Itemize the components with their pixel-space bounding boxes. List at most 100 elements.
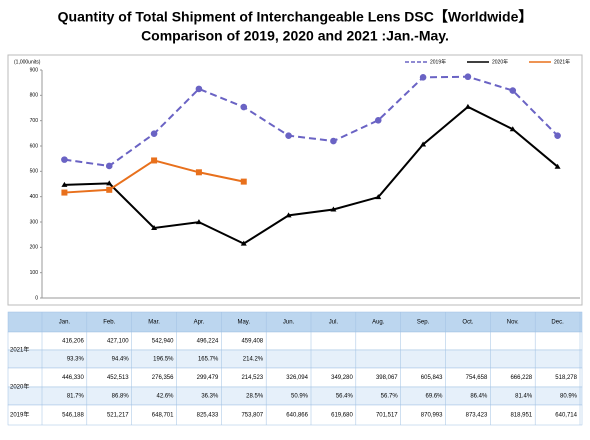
point — [61, 156, 68, 163]
table-value: 640,866 — [286, 413, 308, 419]
y-tick-label: 500 — [30, 169, 39, 175]
point — [61, 189, 68, 196]
point — [285, 212, 292, 218]
table-header: Sep. — [417, 320, 430, 326]
table-value: 870,993 — [421, 413, 443, 419]
table-value: 619,680 — [331, 413, 353, 419]
y-tick-label: 900 — [30, 67, 39, 73]
table-header: Mar. — [148, 320, 160, 326]
y-tick-label: 700 — [30, 118, 39, 124]
table-row — [7, 311, 583, 333]
point — [419, 74, 427, 81]
legend-label: 2020年 — [492, 58, 508, 65]
point — [509, 87, 517, 94]
table-value: 349,280 — [331, 375, 353, 381]
y-tick-label: 400 — [30, 194, 39, 200]
point — [195, 85, 203, 93]
table-value: 873,423 — [466, 413, 488, 419]
table-header: May. — [237, 320, 250, 326]
y-tick-label: 0 — [35, 295, 38, 301]
table-ratio: 86.4% — [470, 394, 488, 400]
point — [61, 181, 68, 187]
point — [464, 73, 472, 81]
table-ratio: 86.8% — [112, 394, 130, 400]
table-ratio: 80.9% — [560, 394, 578, 400]
table-ratio: 56.4% — [336, 394, 354, 400]
point — [330, 137, 337, 145]
table-header: Feb. — [103, 320, 115, 326]
table-value: 546,188 — [62, 413, 84, 419]
table-value: 825,433 — [197, 413, 219, 419]
table-header: Aug. — [372, 320, 385, 326]
table-ratio: 81.7% — [67, 394, 85, 400]
table-value: 214,523 — [241, 375, 263, 381]
point — [554, 132, 561, 139]
table-ratio: 81.4% — [515, 394, 533, 400]
table-ratio: 93.3% — [67, 357, 85, 363]
table-row — [7, 404, 583, 426]
table-value: 427,100 — [107, 339, 129, 345]
point — [240, 103, 248, 111]
point — [195, 219, 202, 225]
table-value: 398,067 — [376, 375, 398, 381]
table-value: 518,278 — [555, 375, 577, 381]
table-value: 521,217 — [107, 413, 129, 419]
point — [509, 126, 516, 132]
point — [375, 194, 382, 200]
table-ratio: 214.2% — [243, 357, 264, 363]
point — [330, 206, 337, 212]
point — [106, 186, 113, 193]
y-axis-label: (1,000units) — [14, 59, 41, 65]
y-tick-label: 600 — [30, 143, 39, 149]
point — [420, 141, 427, 147]
point — [285, 132, 292, 139]
point — [151, 157, 158, 164]
table-value: 326,094 — [286, 375, 308, 381]
y-tick-label: 300 — [30, 219, 39, 225]
point — [374, 116, 382, 124]
table-header: Jan. — [59, 320, 71, 326]
plot-frame — [7, 54, 583, 306]
point — [150, 130, 158, 137]
series-line — [64, 105, 559, 245]
point — [554, 163, 561, 169]
table-value: 452,513 — [107, 375, 129, 381]
table-row — [7, 331, 583, 351]
table-value: 648,701 — [152, 413, 174, 419]
table-ratio: 94.4% — [112, 357, 130, 363]
table-header: Apr. — [194, 320, 205, 326]
table-value: 496,224 — [197, 339, 219, 345]
table-header: Jul. — [329, 320, 339, 326]
table-ratio: 56.7% — [381, 394, 399, 400]
series-line — [64, 75, 559, 168]
table-header: Jun. — [283, 320, 295, 326]
chart-subtitle: Comparison of 2019, 2020 and 2021 :Jan.-… — [141, 28, 449, 44]
point — [240, 240, 247, 246]
table-value: 640,714 — [555, 413, 577, 419]
point — [240, 178, 247, 185]
table-header: Oct. — [462, 320, 473, 326]
table-value: 446,330 — [62, 375, 84, 381]
table-ratio: 50.9% — [291, 394, 309, 400]
table-ratio: 196.5% — [153, 357, 174, 363]
row-label: 2019年 — [10, 411, 29, 419]
point — [151, 224, 158, 230]
table-ratio: 42.6% — [156, 394, 174, 400]
point — [105, 162, 113, 170]
table-value: 754,658 — [466, 375, 488, 381]
point — [106, 180, 113, 186]
table-ratio: 36.3% — [201, 394, 219, 400]
y-tick-label: 100 — [30, 270, 39, 276]
legend-label: 2021年 — [554, 58, 570, 65]
table-value: 459,408 — [241, 339, 263, 345]
row-label: 2021年 — [10, 346, 29, 354]
row-label: 2020年 — [10, 383, 29, 391]
table-header: Dec. — [551, 320, 564, 326]
series-line — [64, 159, 244, 194]
table-value: 299,479 — [197, 375, 219, 381]
table-value: 666,228 — [510, 375, 532, 381]
table-value: 605,843 — [421, 375, 443, 381]
table-ratio: 28.5% — [246, 394, 264, 400]
table-value: 276,356 — [152, 375, 174, 381]
